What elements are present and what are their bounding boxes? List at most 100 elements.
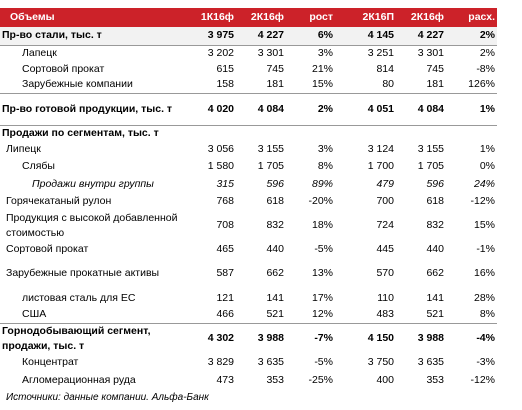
cell: 768 bbox=[216, 195, 234, 207]
table-row: Горячекатаный рулон 768 618 -20% 700 618 -12% bbox=[0, 193, 497, 210]
table-row: Объемы 1К16ф 2К16ф рост 2К16П 2К16ф расх. bbox=[0, 8, 497, 27]
cell: 465 bbox=[216, 242, 234, 255]
cell: 724 bbox=[376, 219, 394, 231]
table-row: Сортовой прокат 465 440 -5% 445 440 -1% bbox=[0, 241, 497, 257]
table-row: Продажи внутри группы 315 596 89% 479 596 24% bbox=[0, 175, 497, 193]
cell: -12% bbox=[470, 373, 495, 386]
cell: 3 301 bbox=[417, 46, 444, 59]
cell: 1 705 bbox=[417, 160, 444, 172]
cell: 745 bbox=[266, 62, 284, 75]
source-note: Источники: данные компании. Альфа-Банк bbox=[6, 392, 209, 403]
cell: 2К16П bbox=[335, 8, 396, 27]
cell: 8% bbox=[317, 160, 333, 172]
cell: 3 988 bbox=[236, 322, 286, 354]
row-label: Пр-во стали, тыс. т bbox=[0, 27, 180, 46]
cell: 2К16ф bbox=[236, 8, 286, 27]
cell bbox=[286, 124, 335, 141]
cell: 662 bbox=[266, 267, 284, 279]
cell: 2% bbox=[446, 27, 497, 46]
cell: 17% bbox=[311, 292, 333, 304]
table-row: Липецк 3 056 3 155 3% 3 124 3 155 1% bbox=[0, 141, 497, 158]
cell: 3% bbox=[317, 46, 333, 59]
cell: 4 145 bbox=[335, 27, 396, 46]
cell: -12% bbox=[470, 195, 495, 207]
cell: 28% bbox=[473, 292, 495, 304]
cell: 4 302 bbox=[180, 322, 236, 354]
cell: 89% bbox=[311, 177, 333, 190]
cell: 445 bbox=[376, 242, 394, 255]
table-row: Продажи по сегментам, тыс. т bbox=[0, 124, 497, 141]
cell: 3 056 bbox=[207, 143, 234, 155]
cell: 126% bbox=[468, 78, 495, 91]
cell: 4 227 bbox=[396, 27, 446, 46]
cell: расх. bbox=[446, 8, 497, 27]
row-label: Пр-во готовой продукции, тыс. т bbox=[0, 92, 180, 125]
cell: 521 bbox=[266, 308, 284, 321]
cell: 110 bbox=[377, 292, 394, 304]
cell: -5% bbox=[314, 356, 333, 368]
cell: 440 bbox=[266, 242, 284, 255]
cell: 353 bbox=[266, 373, 284, 386]
cell: 3% bbox=[317, 143, 333, 155]
cell: 3 750 bbox=[367, 356, 394, 368]
row-label: Горнодобывающий сегмент, продажи, тыс. т bbox=[0, 322, 180, 354]
row-label: Продажи по сегментам, тыс. т bbox=[0, 124, 180, 141]
cell: 353 bbox=[426, 373, 444, 386]
cell: -1% bbox=[476, 242, 495, 255]
cell: рост bbox=[286, 8, 335, 27]
row-label: Объемы bbox=[0, 8, 180, 27]
cell: 1 700 bbox=[367, 160, 394, 172]
cell: 483 bbox=[376, 308, 394, 321]
table-row: Концентрат 3 829 3 635 -5% 3 750 3 635 -3% bbox=[0, 354, 497, 371]
cell: 4 150 bbox=[335, 322, 396, 354]
cell: 4 051 bbox=[335, 92, 396, 125]
cell: 121 bbox=[216, 292, 234, 304]
cell bbox=[396, 124, 446, 141]
cell: 832 bbox=[266, 219, 284, 231]
row-label: Зарубежные прокатные активы bbox=[6, 267, 160, 279]
cell: 24% bbox=[473, 177, 495, 190]
cell: 16% bbox=[473, 267, 495, 279]
cell: 3 635 bbox=[417, 356, 444, 368]
cell: 141 bbox=[266, 292, 284, 304]
cell: 158 bbox=[216, 78, 234, 91]
cell bbox=[236, 124, 286, 141]
row-label: Зарубежные компании bbox=[22, 78, 133, 91]
cell: 1% bbox=[479, 143, 495, 155]
cell: 2% bbox=[286, 92, 335, 125]
cell: 1 580 bbox=[207, 160, 234, 172]
cell: 708 bbox=[216, 219, 234, 231]
cell: 3 202 bbox=[207, 46, 234, 59]
cell: 2К16ф bbox=[396, 8, 446, 27]
cell: 21% bbox=[311, 62, 333, 75]
row-label: Слябы bbox=[22, 160, 55, 172]
cell: 181 bbox=[426, 78, 444, 91]
table-row: Горнодобывающий сегмент, продажи, тыс. т… bbox=[0, 322, 497, 354]
cell: 1 705 bbox=[257, 160, 284, 172]
cell: 80 bbox=[382, 78, 394, 91]
table-row: листовая сталь для ЕС 121 141 17% 110 141 28% bbox=[0, 290, 497, 307]
cell: 596 bbox=[266, 177, 284, 190]
cell: 8% bbox=[479, 308, 495, 321]
cell: -5% bbox=[314, 242, 333, 255]
cell: 12% bbox=[311, 308, 333, 321]
cell: 3 829 bbox=[207, 356, 234, 368]
cell: 521 bbox=[426, 308, 444, 321]
cell: 3 251 bbox=[367, 46, 394, 59]
cell: 181 bbox=[266, 78, 284, 91]
row-label: Лапецк bbox=[22, 46, 57, 59]
cell: -7% bbox=[286, 322, 335, 354]
cell: 466 bbox=[216, 308, 234, 321]
cell: 3 301 bbox=[257, 46, 284, 59]
row-label: Липецк bbox=[6, 143, 41, 155]
table-row: Продукция с высокой добавленной стоимост… bbox=[0, 210, 497, 241]
cell: 745 bbox=[426, 62, 444, 75]
cell: 832 bbox=[426, 219, 444, 231]
row-label: Сортовой прокат bbox=[22, 62, 105, 75]
cell: 3 988 bbox=[396, 322, 446, 354]
table-row: США 466 521 12% 483 521 8% bbox=[0, 307, 497, 323]
cell: 3 124 bbox=[367, 143, 394, 155]
cell: 618 bbox=[266, 195, 284, 207]
